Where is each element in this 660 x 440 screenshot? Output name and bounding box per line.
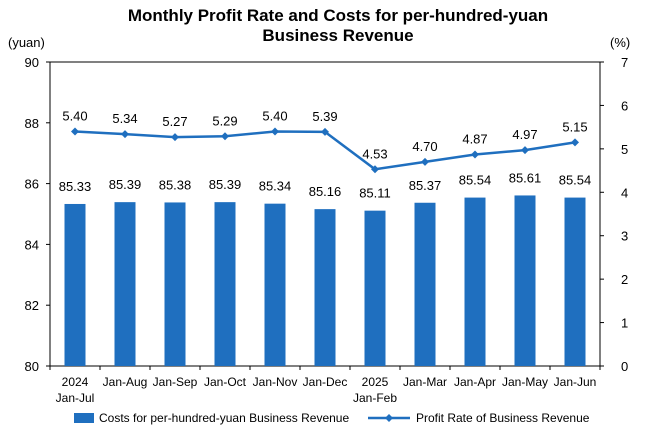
x-axis-category-label: Jan-Jul [56, 391, 95, 405]
cost-bar-label: 85.11 [359, 186, 391, 201]
cost-bar [364, 210, 386, 366]
profit-rate-point [521, 146, 529, 155]
cost-bar-label: 85.37 [409, 178, 442, 193]
right-axis-tick-label: 7 [621, 55, 628, 70]
profit-rate-label: 5.29 [212, 113, 237, 128]
profit-rate-label: 5.40 [62, 108, 87, 123]
profit-rate-point [371, 165, 379, 174]
left-axis-tick-label: 80 [25, 359, 39, 374]
cost-bar [414, 202, 436, 366]
left-axis-tick-label: 88 [25, 116, 39, 131]
profit-rate-point [71, 127, 79, 136]
x-axis-category-label: Jan-Sep [153, 375, 198, 389]
cost-bar-label: 85.54 [559, 173, 592, 188]
x-axis-category-label: Jan-Nov [253, 375, 298, 389]
x-axis-category-label: Jan-Oct [204, 375, 247, 389]
right-axis-tick-label: 1 [621, 316, 628, 331]
profit-rate-line [74, 130, 576, 171]
x-axis-category-label: Jan-Apr [454, 375, 496, 389]
right-axis-tick-label: 3 [621, 229, 628, 244]
cost-bar [314, 209, 336, 366]
cost-bar-label: 85.33 [59, 179, 92, 194]
cost-bar [114, 202, 136, 366]
profit-rate-point [571, 138, 579, 147]
profit-rate-label: 5.27 [162, 114, 187, 129]
profit-rate-label: 5.15 [562, 119, 587, 134]
cost-bar [564, 197, 586, 366]
left-axis-tick-label: 82 [25, 298, 39, 313]
cost-bar [514, 195, 536, 366]
cost-bar-label: 85.38 [159, 177, 192, 192]
cost-bar [464, 197, 486, 366]
right-axis-tick-label: 5 [621, 142, 628, 157]
x-axis-category-label: Jan-Mar [403, 375, 447, 389]
profit-rate-label: 5.34 [112, 111, 137, 126]
x-axis-category-label: Jan-Dec [303, 375, 348, 389]
left-axis-unit: (yuan) [8, 35, 45, 50]
profit-rate-label: 5.39 [312, 109, 337, 124]
left-axis-tick-label: 84 [25, 237, 39, 252]
profit-rate-label: 5.40 [262, 108, 287, 123]
legend-bar-swatch [74, 413, 94, 423]
x-axis-category-label: Jan-Jun [554, 375, 597, 389]
x-axis-category-label: 2025 [362, 375, 389, 389]
cost-bar-label: 85.39 [109, 177, 142, 192]
cost-bar [64, 203, 86, 366]
legend-line-marker [385, 414, 393, 422]
right-axis-tick-label: 0 [621, 359, 628, 374]
cost-bar [264, 203, 286, 366]
right-axis-tick-label: 2 [621, 272, 628, 287]
x-axis-category-label: Jan-Aug [103, 375, 148, 389]
cost-bar-label: 85.16 [309, 184, 342, 199]
x-axis-category-label: Jan-May [502, 375, 548, 389]
profit-rate-point [221, 132, 229, 141]
cost-bar [164, 202, 186, 366]
right-axis-unit: (%) [610, 35, 630, 50]
profit-rate-point [471, 150, 479, 159]
profit-rate-point [321, 127, 329, 136]
chart-title: Business Revenue [262, 26, 413, 45]
profit-rate-point [271, 127, 279, 136]
profit-rate-point [121, 130, 129, 139]
chart-title: Monthly Profit Rate and Costs for per-hu… [128, 6, 548, 25]
x-axis-category-label: Jan-Feb [353, 391, 397, 405]
cost-bar-label: 85.61 [509, 170, 542, 185]
profit-rate-point [421, 157, 429, 166]
profit-rate-label: 4.87 [462, 132, 487, 147]
cost-bar-label: 85.39 [209, 177, 242, 192]
x-axis-category-label: 2024 [62, 375, 89, 389]
profit-rate-label: 4.97 [512, 127, 537, 142]
left-axis-tick-label: 86 [25, 177, 39, 192]
cost-bar [214, 202, 236, 366]
profit-rate-label: 4.70 [412, 139, 437, 154]
legend-bar-label: Costs for per-hundred-yuan Business Reve… [99, 411, 349, 425]
left-axis-tick-label: 90 [25, 55, 39, 70]
profit-rate-label: 4.53 [362, 146, 387, 161]
cost-bar-label: 85.54 [459, 173, 492, 188]
profit-rate-point [171, 133, 179, 142]
right-axis-tick-label: 4 [621, 185, 628, 200]
right-axis-tick-label: 6 [621, 98, 628, 113]
legend-line-label: Profit Rate of Business Revenue [416, 411, 590, 425]
cost-bar-label: 85.34 [259, 179, 292, 194]
